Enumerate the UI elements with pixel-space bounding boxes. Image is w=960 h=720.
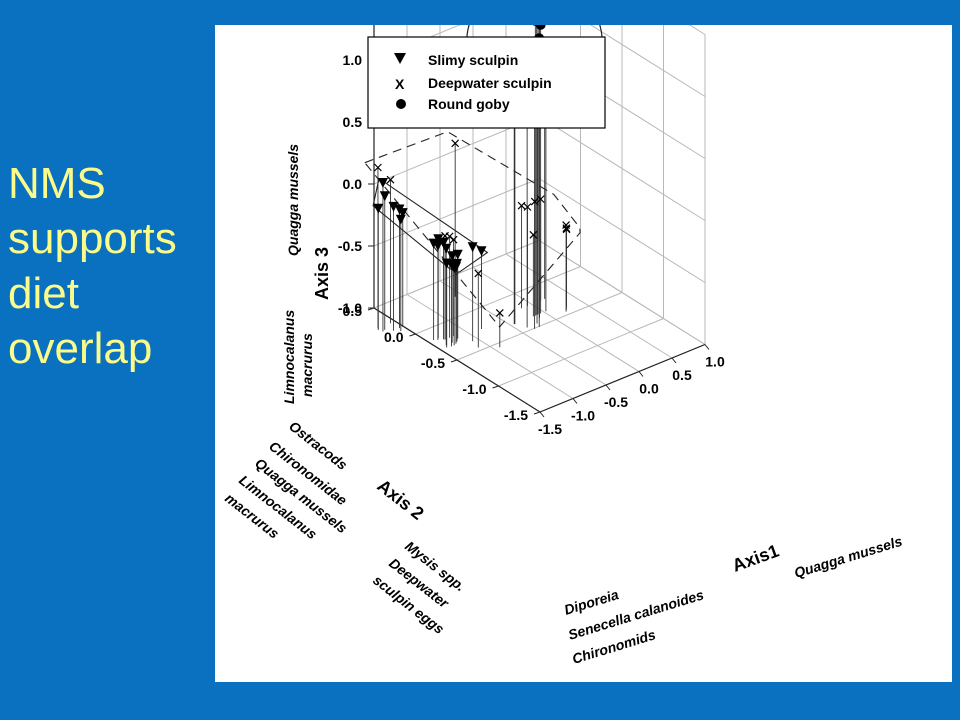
title-line: supports: [8, 214, 177, 263]
y-tick-mark: [409, 333, 416, 337]
slimy-sculpin-point: [447, 251, 458, 262]
z-tick-label: -0.5: [338, 238, 362, 254]
z-tick-label: -1.0: [338, 300, 362, 316]
x-tick-mark: [704, 344, 710, 350]
x-tick-label: -1.0: [571, 408, 595, 424]
title-line: overlap: [8, 324, 153, 373]
y-tick-label: -1.0: [462, 381, 486, 397]
x-tick-label: 0.5: [672, 367, 692, 383]
x-tick-label: 1.0: [705, 354, 725, 370]
y-tick-label: -1.5: [504, 407, 528, 423]
slimy-sculpin-point: [395, 214, 406, 225]
title-line: diet: [8, 269, 79, 318]
slimy-sculpin-point: [441, 243, 452, 254]
slimy-sculpin-point: [379, 191, 390, 202]
deepwater-sculpin-point: [530, 197, 539, 206]
side-wall-grid-line: [538, 178, 706, 283]
y-tick-mark: [450, 359, 458, 363]
y-tick-mark: [492, 385, 499, 389]
z-negative-driver: macrurus: [299, 333, 315, 397]
slimy-sculpin-point: [467, 242, 478, 253]
nms-3d-scatter: -1.5 -1.0 -0.5 0.0 0.5 1.0 0.5 0.0 -0.5 -1.0 -1.5 1…: [222, 25, 904, 667]
deepwater-sculpin-point: [523, 203, 532, 211]
deepwater-sculpin-point: [451, 139, 460, 148]
z-positive-driver: Quagga mussels: [285, 144, 301, 256]
deepwater-sculpin-point: [562, 225, 571, 234]
slimy-sculpin-point: [397, 208, 408, 219]
deepwater-sculpin-point: [449, 235, 458, 244]
side-wall-grid-line: [589, 25, 706, 97]
slimy-sculpin-point: [451, 258, 462, 269]
box-edge: [539, 343, 706, 413]
title-line: NMS: [8, 159, 106, 208]
z-tick-label: 0.5: [343, 114, 363, 130]
slimy-sculpin-point: [432, 241, 443, 252]
x-tick-mark: [671, 357, 677, 364]
slimy-sculpin-point: [433, 234, 444, 245]
x-tick-mark: [539, 411, 545, 418]
z-tick-label: 0.0: [343, 176, 363, 192]
legend-label: Slimy sculpin: [428, 52, 518, 68]
side-wall-grid-line: [538, 116, 706, 221]
deepwater-sculpin-hull: [363, 131, 581, 328]
legend-triangle-icon: [394, 53, 406, 64]
deepwater-sculpin-point: [495, 308, 504, 317]
x-positive-driver: Quagga mussels: [792, 533, 904, 581]
x-tick-label: -0.5: [604, 394, 628, 410]
legend-label: Round goby: [428, 96, 510, 112]
back-wall-grid-line: [373, 178, 540, 247]
deepwater-sculpin-point: [562, 224, 571, 233]
x-tick-mark: [638, 371, 644, 377]
slimy-sculpin-point: [388, 201, 399, 212]
floor-grid-line: [498, 318, 664, 387]
deepwater-sculpin-point: [517, 201, 526, 210]
z-negative-driver: Limnocalanus: [281, 310, 297, 404]
z-tick-label: 1.0: [343, 52, 363, 68]
z-axis-title: Axis 3: [312, 247, 332, 300]
x-tick-label: -1.5: [538, 421, 562, 437]
tick-labels: -1.5 -1.0 -0.5 0.0 0.5 1.0 0.5 0.0 -0.5 -1.0 -1.5 1…: [338, 52, 725, 437]
deepwater-sculpin-point: [536, 195, 545, 204]
deepwater-sculpin-point: [386, 175, 395, 184]
deepwater-sculpin-point: [474, 269, 483, 278]
legend-x-icon: X: [395, 76, 405, 92]
slimy-sculpin-point: [373, 203, 384, 214]
floor-grid-line: [415, 266, 581, 335]
y-tick-label: 0.0: [384, 329, 404, 345]
y-axis-title: Axis 2: [374, 475, 428, 523]
round-goby-point: [535, 25, 546, 30]
slimy-sculpin-point: [377, 178, 388, 189]
y-tick-mark: [533, 411, 541, 415]
x-tick-mark: [572, 398, 578, 404]
slimy-sculpin-point: [476, 246, 487, 257]
legend-circle-icon: [396, 99, 406, 109]
deepwater-sculpin-point: [374, 163, 382, 172]
y-tick-label: -0.5: [421, 355, 445, 371]
y-tick-label: 0.5: [343, 303, 363, 319]
x-tick-mark: [605, 384, 611, 391]
deepwater-sculpin-point: [529, 230, 538, 239]
x-axis-title: Axis1: [730, 541, 782, 576]
legend-box: [367, 36, 606, 129]
slimy-sculpin-point: [452, 249, 463, 260]
legend-label: Deepwater sculpin: [428, 75, 552, 91]
chart-panel: -1.5 -1.0 -0.5 0.0 0.5 1.0 0.5 0.0 -0.5 -1.0 -1.5 1…: [215, 25, 952, 682]
slimy-sculpin-point: [438, 237, 449, 248]
x-tick-label: 0.0: [639, 381, 659, 397]
legend: Slimy sculpin X Deepwater sculpin Round …: [367, 36, 606, 129]
slide-title: NMS supports diet overlap: [8, 156, 208, 376]
